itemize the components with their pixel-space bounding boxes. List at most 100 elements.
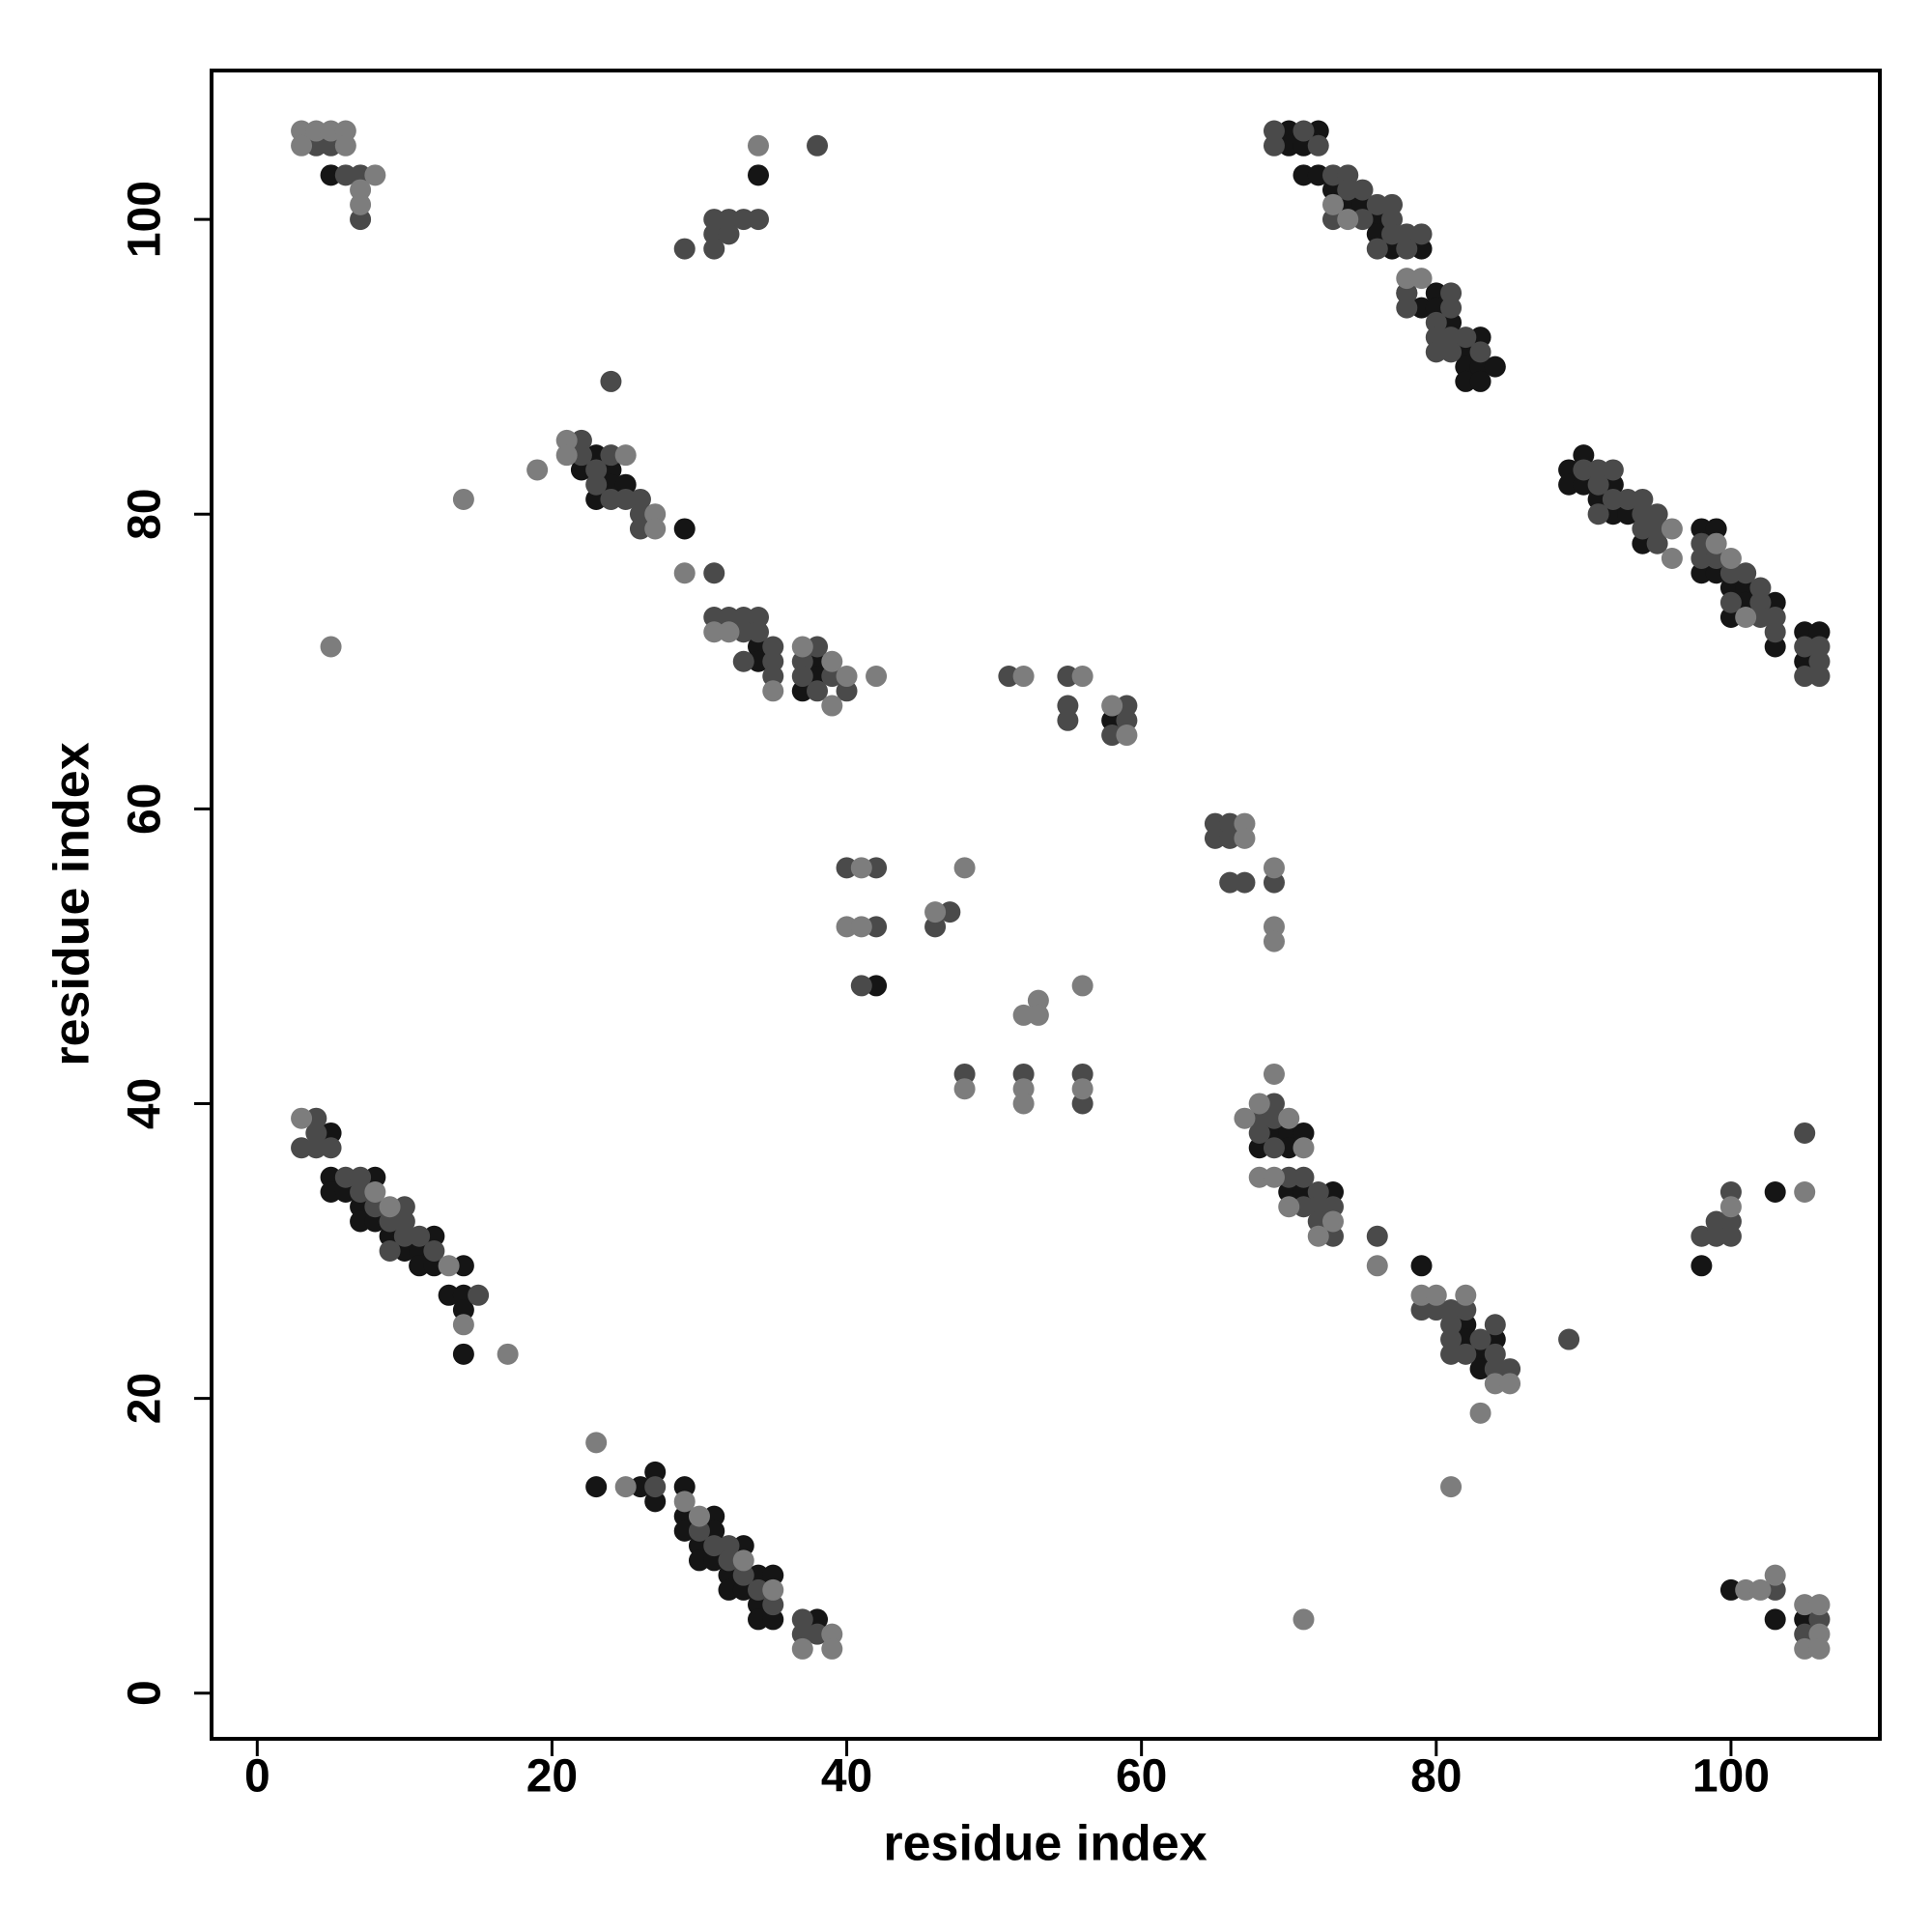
contact-point [1278, 1196, 1300, 1218]
contact-point [1705, 547, 1727, 569]
contact-point [570, 459, 592, 481]
contact-point [1440, 341, 1463, 363]
contact-point [673, 1520, 696, 1542]
contact-point [1602, 488, 1624, 510]
contact-point [1455, 370, 1477, 392]
contact-point [379, 1240, 401, 1263]
contact-point [1573, 459, 1595, 481]
contact-point [1396, 223, 1418, 245]
contact-point [350, 1180, 372, 1203]
contact-point [1278, 1166, 1300, 1188]
contact-point [732, 1564, 754, 1586]
contact-point [644, 1461, 667, 1483]
contact-point [1293, 1166, 1315, 1188]
contact-point [1116, 724, 1138, 747]
contact-point [1366, 1225, 1388, 1247]
contact-point [1455, 1284, 1477, 1306]
contact-point [1248, 1122, 1270, 1144]
contact-point [762, 650, 784, 672]
contact-point [1558, 473, 1580, 496]
contact-point [1101, 709, 1123, 731]
contact-point [364, 1180, 386, 1203]
contact-point [1440, 1299, 1463, 1321]
contact-point [452, 488, 474, 510]
contact-point [807, 1608, 829, 1631]
contact-point [703, 621, 725, 643]
contact-point [1764, 1180, 1786, 1203]
contact-point [1321, 193, 1344, 215]
contact-point [585, 488, 608, 510]
contact-point [1632, 503, 1654, 526]
contact-point [718, 1564, 740, 1586]
contact-point [1410, 223, 1433, 245]
contact-point [1455, 355, 1477, 378]
y-tick-label: 100 [120, 181, 171, 258]
contact-point [791, 666, 813, 688]
contact-point [1719, 591, 1742, 613]
contact-point [762, 1608, 784, 1631]
contact-point [644, 503, 667, 526]
contact-point [1425, 341, 1447, 363]
contact-point [1749, 1578, 1772, 1601]
contact-point [1690, 547, 1713, 569]
contact-point [732, 1535, 754, 1557]
contact-point [1425, 282, 1447, 304]
contact-point [732, 621, 754, 643]
contact-point [1587, 488, 1609, 510]
contact-point [1071, 1093, 1094, 1115]
contact-point [821, 1637, 843, 1660]
contact-point [1440, 297, 1463, 319]
contact-point [924, 901, 947, 923]
contact-point [629, 488, 651, 510]
contact-point [1719, 577, 1742, 599]
contact-point [762, 636, 784, 658]
marks [291, 120, 1831, 1660]
contact-point [1735, 591, 1757, 613]
contact-point [1263, 120, 1285, 142]
contact-point [1101, 724, 1123, 747]
contact-point [1219, 827, 1241, 849]
contact-point [1027, 1004, 1049, 1026]
contact-point [807, 666, 829, 688]
x-tick-label: 80 [1410, 1751, 1462, 1803]
contact-point [438, 1255, 460, 1277]
contact-point [291, 1107, 313, 1129]
contact-point [1248, 1093, 1270, 1115]
contact-point [600, 370, 622, 392]
contact-point [718, 607, 740, 629]
x-tick-label: 0 [244, 1751, 270, 1803]
contact-point [585, 1432, 608, 1454]
contact-point [703, 1549, 725, 1572]
y-axis-title: residue index [44, 742, 100, 1065]
contact-point [718, 209, 740, 231]
contact-point [1263, 916, 1285, 938]
contact-point [1764, 591, 1786, 613]
contact-point [350, 1166, 372, 1188]
contact-point [1646, 503, 1668, 526]
contact-point [1440, 282, 1463, 304]
contact-point [1719, 607, 1742, 629]
contact-point [600, 444, 622, 467]
contact-point [393, 1210, 415, 1233]
contact-point [1690, 562, 1713, 584]
contact-point [1337, 193, 1359, 215]
contact-point [1307, 1210, 1329, 1233]
contact-point [1307, 134, 1329, 156]
contact-point [836, 857, 858, 879]
contact-point [821, 1623, 843, 1645]
contact-point [555, 429, 578, 451]
x-tick-label: 20 [526, 1751, 578, 1803]
contact-point [1425, 1299, 1447, 1321]
contact-point [718, 1578, 740, 1601]
contact-point [732, 209, 754, 231]
contact-point [409, 1240, 431, 1263]
contact-point [1293, 1122, 1315, 1144]
contact-point [748, 164, 770, 186]
contact-point [703, 1520, 725, 1542]
contact-point [1617, 503, 1639, 526]
contact-point [1263, 1063, 1285, 1085]
contact-point [334, 1180, 356, 1203]
contact-point [1455, 1343, 1477, 1365]
contact-point [600, 473, 622, 496]
contact-point [1263, 930, 1285, 952]
